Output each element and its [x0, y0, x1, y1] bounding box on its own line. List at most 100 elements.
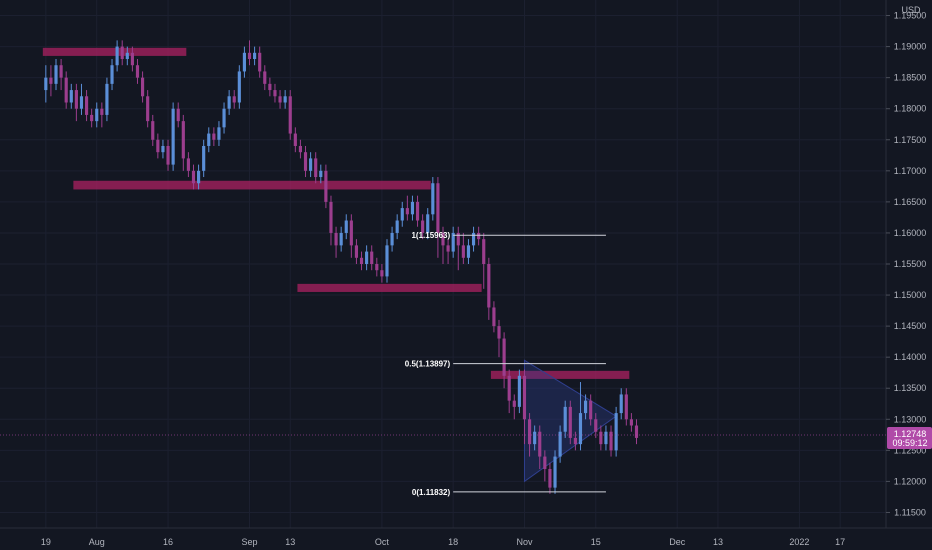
- candle-up: [614, 406, 618, 457]
- candle-body: [426, 214, 430, 233]
- price-tick-label: 1.11500: [894, 507, 926, 517]
- candle-down: [543, 450, 547, 482]
- price-tick-label: 1.15000: [894, 290, 927, 300]
- candle-down: [436, 177, 440, 258]
- candle-down: [359, 251, 364, 271]
- candle-down: [273, 83, 277, 103]
- candle-down: [74, 83, 78, 122]
- candle-down: [446, 239, 450, 264]
- candle-body: [375, 264, 379, 271]
- candle-up: [105, 77, 109, 122]
- candle-down: [527, 413, 532, 457]
- candle-body: [634, 425, 639, 438]
- candle-up: [385, 239, 389, 283]
- candle-body: [90, 114, 94, 122]
- candle-down: [146, 90, 150, 128]
- candle-body: [69, 90, 73, 103]
- candle-body: [482, 239, 486, 264]
- candle-body: [451, 232, 455, 252]
- candle-up: [95, 102, 99, 128]
- candle-down: [156, 133, 160, 159]
- candle-body: [568, 406, 572, 438]
- candle-up: [69, 83, 73, 109]
- candle-down: [375, 257, 379, 277]
- candle-down: [370, 245, 374, 271]
- candle-up: [242, 46, 246, 78]
- candle-body: [293, 133, 297, 146]
- grid: [0, 0, 886, 528]
- price-tick-label: 1.13500: [894, 383, 927, 393]
- candle-body: [197, 170, 201, 184]
- candle-down: [293, 127, 297, 153]
- candle-body: [242, 52, 246, 72]
- candle-body: [176, 108, 180, 122]
- price-tick-label: 1.17500: [894, 135, 927, 145]
- time-tick-label: Nov: [516, 537, 533, 547]
- candle-body: [309, 158, 313, 171]
- current-price-value: 1.12748: [894, 429, 927, 439]
- candle-down: [288, 90, 292, 140]
- candle-down: [507, 369, 511, 414]
- candle-down: [415, 195, 420, 227]
- candle-body: [609, 431, 613, 451]
- candle-body: [604, 431, 608, 445]
- time-axis[interactable]: 19 Aug 16 Sep 13 Oct 18 Nov 15 Dec 13 2022 17: [41, 537, 845, 547]
- price-axis[interactable]: 1.19500 1.19000 1.18500 1.18000 1.17500 1.170…: [886, 11, 926, 518]
- time-tick-label: 17: [835, 537, 845, 547]
- candle-body: [344, 220, 348, 233]
- candle-body: [533, 431, 537, 445]
- candle-body: [365, 251, 369, 264]
- candle-body: [49, 77, 53, 84]
- candle-body: [54, 65, 58, 84]
- candle-down: [324, 164, 328, 209]
- candle-down: [573, 431, 577, 451]
- candle-body: [553, 456, 557, 488]
- candles: [44, 40, 639, 494]
- time-tick-label: 13: [285, 537, 295, 547]
- candle-down: [303, 145, 308, 178]
- candle-body: [319, 170, 323, 178]
- price-tick-label: 1.14500: [894, 321, 927, 331]
- candle-body: [599, 431, 603, 445]
- candle-body: [207, 133, 211, 146]
- candle-up: [390, 226, 394, 252]
- candle-down: [609, 425, 613, 457]
- candle-body: [456, 232, 460, 246]
- candle-body: [492, 307, 496, 327]
- candle-down: [487, 257, 491, 320]
- price-tick-label: 1.19000: [894, 42, 927, 52]
- candle-body: [120, 46, 124, 60]
- current-price-badge: [887, 426, 932, 449]
- candle-body: [232, 96, 236, 103]
- candle-down: [329, 195, 333, 246]
- candle-up: [395, 214, 399, 240]
- candle-body: [359, 257, 364, 264]
- candle-body: [431, 183, 435, 215]
- candle-up: [471, 226, 476, 252]
- candle-down: [548, 462, 552, 494]
- candle-body: [400, 208, 404, 221]
- candle-down: [135, 59, 140, 84]
- candle-body: [130, 52, 134, 66]
- candle-body: [263, 71, 267, 84]
- candle-down: [589, 394, 593, 426]
- candle-body: [237, 71, 241, 103]
- candle-body: [329, 201, 333, 233]
- candle-body: [461, 245, 465, 258]
- price-tick-label: 1.16500: [894, 197, 927, 207]
- candle-up: [553, 450, 557, 494]
- candle-body: [436, 183, 440, 233]
- candle-body: [522, 375, 527, 420]
- candle-body: [268, 83, 272, 91]
- candle-up: [339, 226, 343, 252]
- candle-body: [594, 419, 598, 432]
- candle-down: [176, 102, 180, 128]
- candle-body: [512, 400, 516, 407]
- candle-body: [314, 158, 318, 178]
- candle-body: [217, 127, 221, 140]
- candle-down: [166, 139, 170, 171]
- candle-up: [563, 400, 567, 438]
- candle-down: [461, 232, 465, 264]
